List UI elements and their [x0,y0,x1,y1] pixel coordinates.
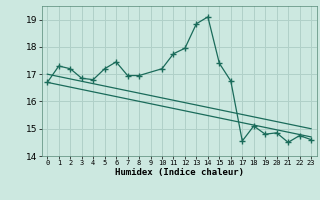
X-axis label: Humidex (Indice chaleur): Humidex (Indice chaleur) [115,168,244,177]
